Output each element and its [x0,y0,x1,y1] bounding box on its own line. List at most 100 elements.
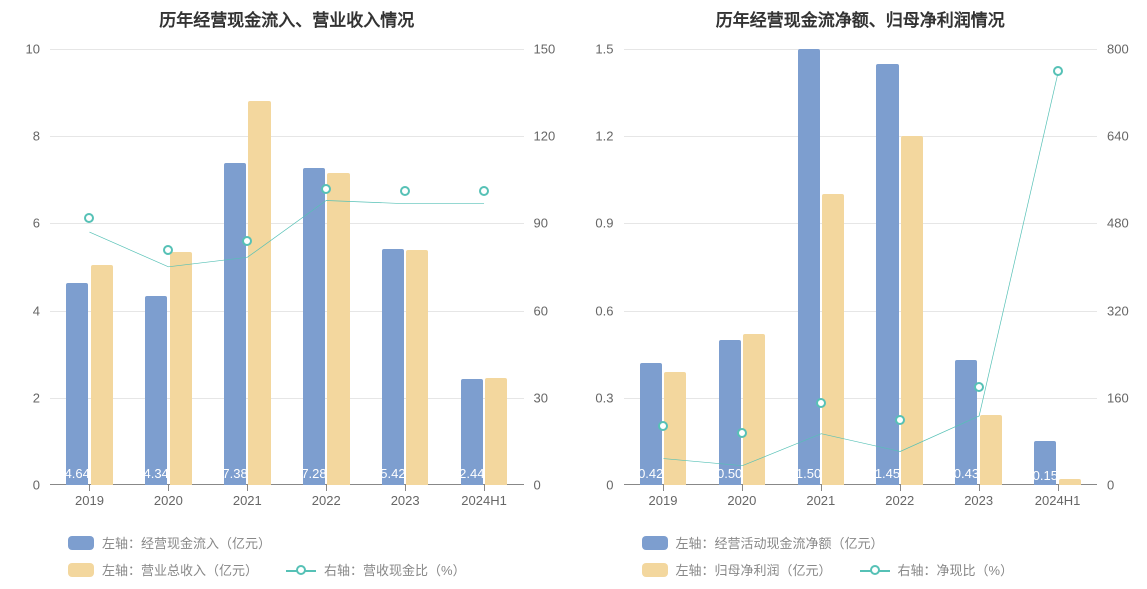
bar-value-label: 2.44 [459,466,484,481]
ytick-right: 30 [524,390,548,405]
line-marker [895,415,905,425]
ytick-left: 10 [26,42,50,57]
legend-label: 左轴：归母净利润（亿元） [676,560,832,579]
x-tick [405,485,406,491]
bar-series-b [980,415,1002,485]
ytick-left: 6 [33,216,50,231]
x-axis: 201920202021202220232024H1 [624,485,1098,513]
bar-value-label: 7.28 [301,466,326,481]
x-tick [247,485,248,491]
ytick-left: 0 [606,478,623,493]
x-tick [742,485,743,491]
legend: 左轴：经营活动现金流净额（亿元） 左轴：归母净利润（亿元） 右轴：净现比（%） [582,519,1140,589]
bar-series-a: 0.50 [719,340,741,485]
bar-slot: 0.42 [624,49,703,485]
bar-series-b [743,334,765,485]
bar-value-label: 5.42 [380,466,405,481]
ytick-right: 640 [1097,129,1129,144]
bar-series-b [664,372,686,485]
legend-swatch [68,536,94,550]
x-tick [1058,485,1059,491]
plot-area: 000.31600.63200.94801.26401.58000.420.50… [624,49,1098,485]
legend-label: 右轴：营收现金比（%） [324,560,466,579]
legend-label: 右轴：净现比（%） [898,560,1014,579]
line-marker [737,428,747,438]
legend-swatch [286,563,316,577]
legend-label: 左轴：经营现金流入（亿元） [102,533,271,552]
legend-label: 左轴：经营活动现金流净额（亿元） [676,533,884,552]
chart-panel-left: 历年经营现金流入、营业收入情况002304606908120101504.644… [0,0,574,589]
chart-panel-right: 历年经营现金流净额、归母净利润情况000.31600.63200.94801.2… [574,0,1147,589]
x-tick [900,485,901,491]
line-marker [479,186,489,196]
bar-slot: 0.15 [1018,49,1097,485]
line-marker [84,213,94,223]
bar-slot: 0.43 [939,49,1018,485]
bar-slot: 7.38 [208,49,287,485]
bar-value-label: 0.50 [717,466,742,481]
bar-series-b [248,101,270,485]
bar-series-b [485,378,507,485]
bar-slot: 5.42 [366,49,445,485]
legend-swatch [860,563,890,577]
ytick-left: 0.9 [595,216,623,231]
bar-value-label: 4.64 [65,466,90,481]
x-tick [168,485,169,491]
ytick-left: 0.6 [595,303,623,318]
ytick-right: 480 [1097,216,1129,231]
bar-series-a: 2.44 [461,379,483,485]
ytick-left: 8 [33,129,50,144]
bars-layer: 4.64 4.34 7.38 7.28 5.42 2.44 [50,49,524,485]
x-tick [821,485,822,491]
bar-slot: 2.44 [445,49,524,485]
bar-series-a: 7.38 [224,163,246,485]
legend-label: 左轴：营业总收入（亿元） [102,560,258,579]
ytick-left: 4 [33,303,50,318]
chart-title: 历年经营现金流净额、归母净利润情况 [582,0,1140,39]
legend-item: 左轴：归母净利润（亿元） [642,560,832,579]
ytick-left: 0.3 [595,390,623,405]
ytick-right: 0 [524,478,541,493]
bar-series-b [327,173,349,485]
legend-swatch [642,563,668,577]
bar-series-b [406,250,428,485]
bar-value-label: 4.34 [143,466,168,481]
line-marker [974,382,984,392]
legend-swatch [68,563,94,577]
ytick-right: 120 [524,129,556,144]
bar-series-a: 4.34 [145,296,167,485]
x-tick [484,485,485,491]
bar-slot: 1.50 [781,49,860,485]
bar-value-label: 0.42 [638,466,663,481]
ytick-right: 0 [1097,478,1114,493]
plot-area: 002304606908120101504.644.347.387.285.42… [50,49,524,485]
x-tick [326,485,327,491]
ytick-right: 320 [1097,303,1129,318]
bar-value-label: 1.50 [796,466,821,481]
bar-value-label: 1.45 [875,466,900,481]
bar-slot: 0.50 [702,49,781,485]
bar-series-a: 4.64 [66,283,88,485]
bar-series-a: 1.50 [798,49,820,485]
x-tick [89,485,90,491]
line-marker [163,245,173,255]
bar-series-a: 7.28 [303,168,325,485]
bar-series-b [901,136,923,485]
bars-layer: 0.42 0.50 1.50 1.45 0.430.15 [624,49,1098,485]
legend-item: 右轴：营收现金比（%） [286,560,466,579]
x-tick [979,485,980,491]
line-marker [400,186,410,196]
bar-slot: 7.28 [287,49,366,485]
bar-slot: 4.64 [50,49,129,485]
ytick-right: 60 [524,303,548,318]
legend-swatch [642,536,668,550]
bar-series-a: 5.42 [382,249,404,485]
x-axis: 201920202021202220232024H1 [50,485,524,513]
legend-item: 左轴：经营活动现金流净额（亿元） [642,533,884,552]
line-marker [321,184,331,194]
ytick-left: 1.5 [595,42,623,57]
line-marker [1053,66,1063,76]
ytick-right: 90 [524,216,548,231]
line-marker [816,398,826,408]
legend: 左轴：经营现金流入（亿元） 左轴：营业总收入（亿元） 右轴：营收现金比（%） [8,519,566,589]
